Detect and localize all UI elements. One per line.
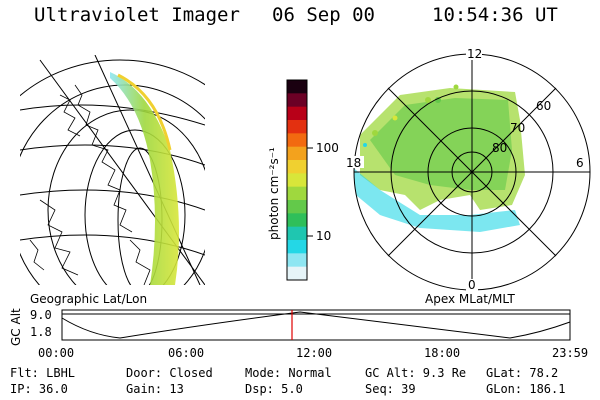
- instrument-title: Ultraviolet Imager: [34, 4, 240, 26]
- colorbar-stripe: [287, 226, 307, 241]
- mlat-label-80: 80: [492, 141, 507, 155]
- observation-date: 06 Sep 00: [272, 4, 375, 26]
- gain-info: Gain: 13: [126, 382, 184, 396]
- aurora-oval-geographic: [110, 72, 179, 285]
- colorbar-stripe: [287, 146, 307, 161]
- colorbar-tick-100: 100: [316, 141, 339, 155]
- geographic-map-panel: [20, 55, 205, 285]
- geographic-projection-label: Geographic Lat/Lon: [30, 292, 147, 306]
- mode-info: Mode: Normal: [245, 366, 332, 380]
- colorbar-stripe: [287, 93, 307, 108]
- altitude-axis-label: GC Alt: [9, 308, 23, 346]
- colorbar-stripe: [287, 186, 307, 201]
- colorbar-stripe: [287, 200, 307, 214]
- altitude-tick-9: 9.0: [30, 308, 52, 322]
- time-tick-1200: 12:00: [296, 346, 332, 360]
- mlat-label-60: 60: [536, 99, 551, 113]
- time-tick-0600: 06:00: [168, 346, 204, 360]
- mlt-label-18: 18: [346, 156, 361, 170]
- door-info: Door: Closed: [126, 366, 213, 380]
- filter-info: Flt: LBHL: [10, 366, 75, 380]
- colorbar-stripe: [287, 173, 307, 188]
- colorbar-stripe: [287, 213, 307, 228]
- altitude-curve: [61, 311, 571, 339]
- gc-alt-info: GC Alt: 9.3 Re: [365, 366, 466, 380]
- observation-time: 10:54:36 UT: [432, 4, 558, 26]
- colorbar-stripe: [287, 240, 307, 254]
- colorbar-stripe: [287, 253, 307, 268]
- altitude-strip: GC Alt 9.0 1.8 00:00 06:00 12:00 18:00 2…: [9, 308, 588, 360]
- ip-info: IP: 36.0: [10, 382, 68, 396]
- polar-plot-panel: 12 18 6 0 60 70 80: [344, 47, 591, 292]
- time-tick-0000: 00:00: [38, 346, 74, 360]
- colorbar: 100 10 photon cm⁻²s⁻¹: [267, 79, 339, 281]
- time-tick-2359: 23:59: [552, 346, 588, 360]
- colorbar-stripe: [287, 106, 307, 121]
- colorbar-unit-label: photon cm⁻²s⁻¹: [267, 147, 281, 240]
- mlt-label-12: 12: [467, 47, 482, 61]
- seq-info: Seq: 39: [365, 382, 416, 396]
- mlt-label-0: 0: [468, 278, 476, 292]
- colorbar-stripe: [287, 160, 307, 174]
- glon-info: GLon: 186.1: [486, 382, 565, 396]
- instrument-info: Flt: LBHL IP: 36.0 Door: Closed Gain: 13…: [10, 366, 565, 396]
- colorbar-stripe: [287, 80, 307, 94]
- glat-info: GLat: 78.2: [486, 366, 558, 380]
- colorbar-stripe: [287, 133, 307, 148]
- colorbar-stripe: [287, 266, 307, 281]
- altitude-tick-1-8: 1.8: [30, 325, 52, 339]
- mlat-label-70: 70: [510, 121, 525, 135]
- colorbar-tick-10: 10: [316, 229, 331, 243]
- dsp-info: Dsp: 5.0: [245, 382, 303, 396]
- colorbar-stripe: [287, 120, 307, 134]
- apex-projection-label: Apex MLat/MLT: [425, 292, 515, 306]
- mlt-label-6: 6: [576, 156, 584, 170]
- time-tick-1800: 18:00: [424, 346, 460, 360]
